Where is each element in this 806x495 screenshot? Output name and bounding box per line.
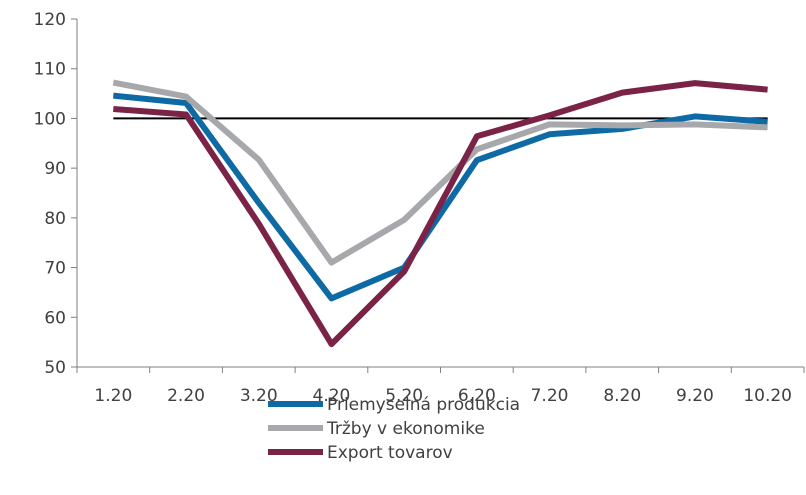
x-tick-label: 5.20: [385, 386, 423, 406]
y-tick-label: 50: [44, 358, 66, 378]
series-group: [112, 79, 768, 348]
legend-label: Export tovarov: [327, 443, 453, 463]
y-tick-label: 110: [34, 60, 66, 80]
series-line-2: [112, 79, 768, 266]
x-tick-label: 6.20: [458, 386, 496, 406]
legend-label: Priemyselná produkcia: [327, 395, 520, 415]
y-tick-label: 90: [44, 159, 66, 179]
y-tick-label: 100: [34, 109, 66, 129]
x-tick-label: 2.20: [167, 386, 205, 406]
x-tick-label: 10.20: [743, 386, 792, 406]
y-tick-label: 80: [44, 209, 66, 229]
x-axis: 1.20 2.20 3.20 4.20 5.20 6.20 7.20 8.20 9.20 10.2…: [76, 366, 805, 406]
y-tick-label: 70: [44, 259, 66, 279]
y-tick-label: 60: [44, 308, 66, 328]
x-tick-label: 7.20: [531, 386, 569, 406]
x-tick-label: 9.20: [676, 386, 714, 406]
y-tick-label: 120: [34, 10, 66, 30]
y-axis: 50 60 70 80 90 100 110 120: [34, 10, 78, 378]
series-line-3: [113, 80, 768, 348]
legend-label: Tržby v ekonomike: [326, 419, 485, 439]
x-tick-label: 1.20: [94, 386, 132, 406]
legend: Priemyselná produkcia Tržby v ekonomike Ex…: [268, 395, 520, 463]
x-tick-label: 8.20: [603, 386, 641, 406]
